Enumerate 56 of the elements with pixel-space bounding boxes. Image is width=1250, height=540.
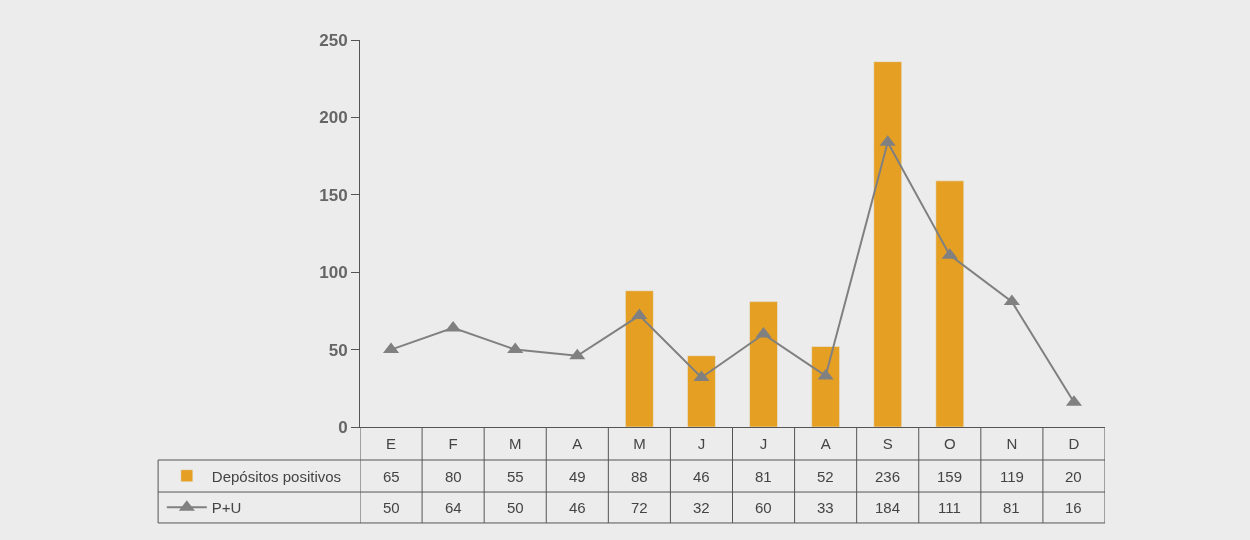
x-tick-label: M bbox=[633, 435, 646, 452]
text: 20 bbox=[1065, 468, 1082, 485]
x-tick-label: N bbox=[1006, 435, 1018, 452]
data-label: 60 bbox=[755, 499, 772, 516]
x-tick-label: D bbox=[1068, 435, 1080, 452]
x-tick-label: O bbox=[943, 435, 956, 452]
data-label: 81 bbox=[755, 468, 772, 485]
y-tick-label: 250 bbox=[319, 30, 348, 50]
data-label: 50 bbox=[383, 499, 400, 516]
y-tick-label: 100 bbox=[319, 263, 348, 283]
data-label: 111 bbox=[938, 499, 961, 516]
text: 55 bbox=[507, 468, 524, 485]
point bbox=[1003, 294, 1020, 306]
data-label: 33 bbox=[817, 499, 834, 516]
data-label: 64 bbox=[445, 499, 462, 516]
x-tick-label: J bbox=[759, 435, 768, 452]
bar bbox=[687, 355, 716, 427]
text: 65 bbox=[383, 468, 400, 485]
data-label: 46 bbox=[569, 499, 586, 516]
point bbox=[445, 320, 462, 332]
text: 49 bbox=[569, 468, 586, 485]
data-label: 16 bbox=[1065, 499, 1082, 516]
point bbox=[569, 348, 586, 360]
y-tick-label: 200 bbox=[319, 108, 348, 128]
x-tick-label: A bbox=[820, 435, 831, 452]
data-label: 159 bbox=[937, 468, 963, 485]
y-tick-label: 50 bbox=[328, 340, 348, 360]
point bbox=[631, 308, 648, 320]
data-label: 184 bbox=[875, 499, 901, 516]
data-label: 236 bbox=[875, 468, 901, 485]
data-label: 32 bbox=[693, 499, 710, 516]
bar bbox=[811, 346, 840, 427]
x-tick-label: M bbox=[508, 435, 522, 452]
bar bbox=[935, 180, 965, 427]
data-label: 72 bbox=[631, 499, 648, 516]
bar bbox=[873, 61, 902, 427]
legend-label: P+U bbox=[211, 499, 242, 517]
point bbox=[817, 368, 834, 380]
bar bbox=[749, 301, 778, 427]
x-tick-label: A bbox=[572, 435, 583, 452]
x-tick-label: S bbox=[882, 435, 893, 452]
y-tick-label: 150 bbox=[319, 185, 348, 205]
data-label: 50 bbox=[507, 499, 524, 516]
x-tick-label: F bbox=[448, 435, 458, 452]
point bbox=[507, 342, 524, 354]
legend-label: Depósitos positivos bbox=[211, 467, 342, 485]
x-tick-label: J bbox=[697, 435, 706, 452]
x-tick-label: E bbox=[386, 435, 397, 452]
text: 80 bbox=[445, 468, 462, 485]
data-label: 52 bbox=[817, 468, 834, 485]
data-label: 46 bbox=[693, 468, 710, 485]
data-label: 88 bbox=[631, 468, 648, 485]
data-label: 81 bbox=[1003, 499, 1020, 516]
y-tick-label: 0 bbox=[338, 417, 348, 437]
bar bbox=[625, 290, 654, 427]
text: 119 bbox=[1000, 468, 1024, 485]
